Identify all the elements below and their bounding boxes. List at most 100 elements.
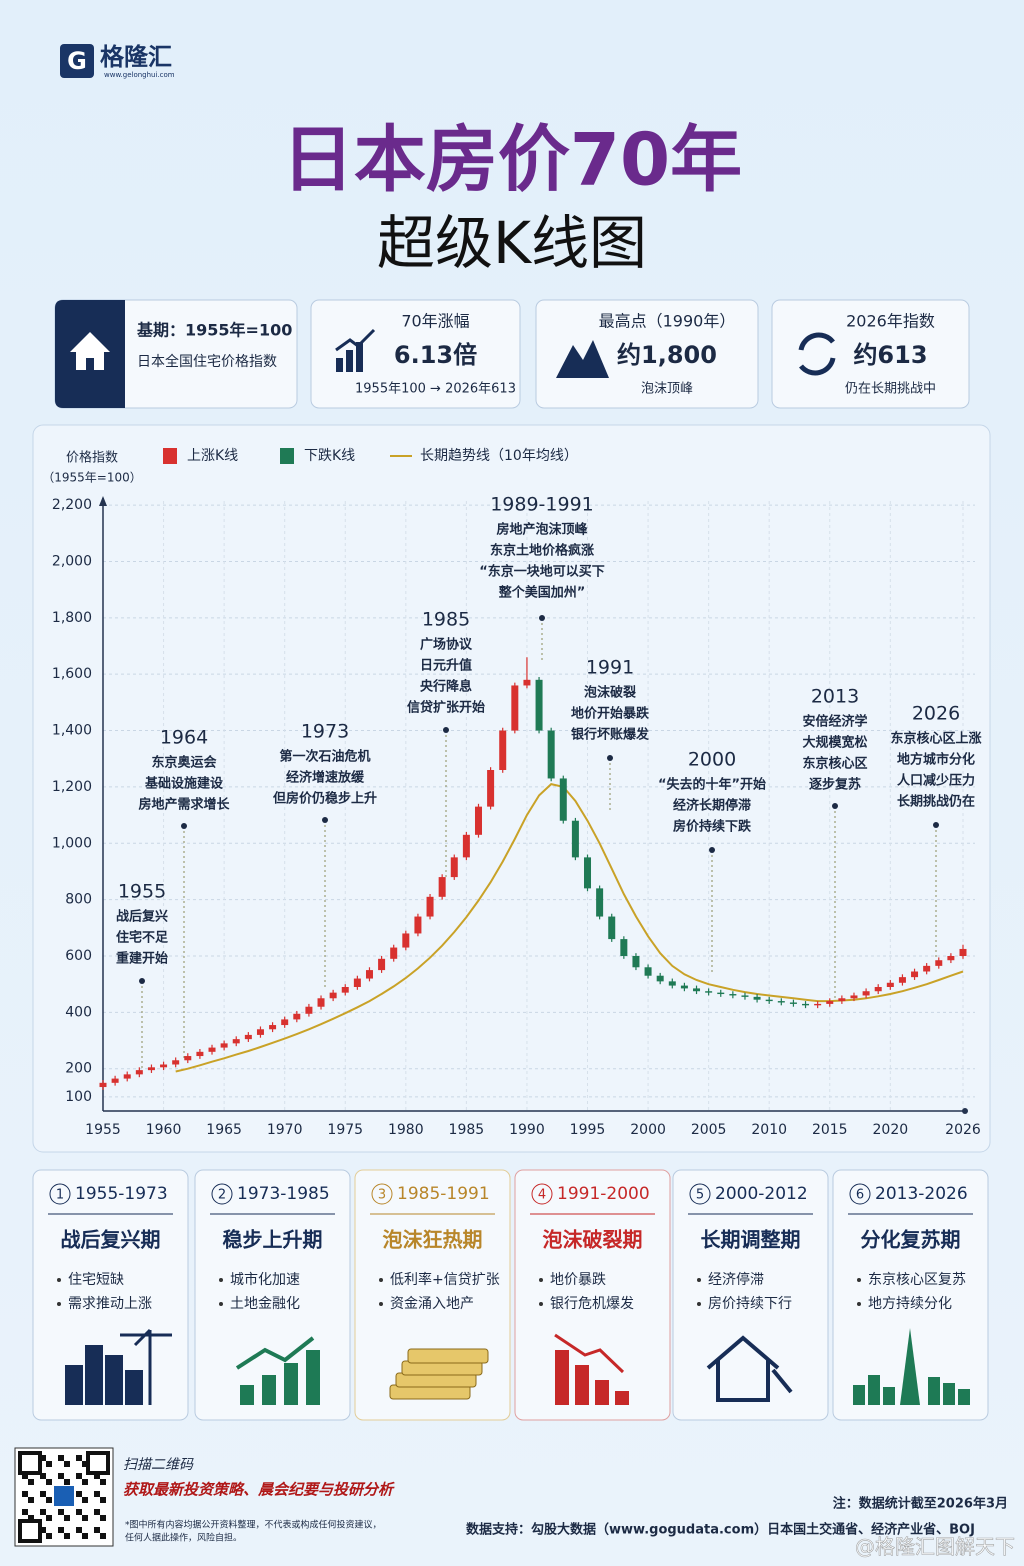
candle-body	[741, 995, 749, 997]
icon-bar	[575, 1365, 589, 1405]
annotation-title: 2013	[811, 686, 859, 708]
disclaimer: *图中所有内容均据公开资料整理，不代表或构成任何投资建议，	[125, 1519, 382, 1531]
qr-cell	[58, 1527, 64, 1533]
candle-body	[474, 806, 482, 835]
phase-years: 1973-1985	[237, 1184, 330, 1204]
candle-body	[898, 977, 906, 983]
qr-cell	[40, 1491, 46, 1497]
icon-arrow	[554, 1333, 625, 1374]
stat-value: 6.13倍	[394, 341, 477, 369]
stat-title: 70年涨幅	[401, 312, 469, 331]
candle-body	[305, 1006, 313, 1014]
annotation-text: 人口减少压力	[897, 773, 975, 789]
icon-bar	[555, 1350, 569, 1405]
qr-cell	[22, 1491, 28, 1497]
qr-cell	[76, 1527, 82, 1533]
qr-cell	[40, 1527, 46, 1533]
icon-building	[868, 1375, 880, 1405]
candle-body	[487, 770, 495, 807]
annotation-dot	[832, 803, 838, 809]
bullet-dot	[857, 1278, 861, 1282]
candle-body	[705, 991, 713, 993]
icon-arrow	[335, 328, 376, 352]
legend-label: 长期趋势线（10年均线）	[420, 448, 578, 464]
annotation-text: 但房价仍稳步上升	[272, 791, 377, 807]
annotation-text: 信贷扩张开始	[407, 700, 485, 716]
annotation-text: 整个美国加州”	[498, 585, 586, 601]
annotation-text: 战后复兴	[116, 909, 168, 925]
annotation-text: 东京土地价格疯涨	[490, 543, 594, 559]
candle-body	[789, 1002, 797, 1004]
qr-cell	[28, 1515, 34, 1521]
candle-body	[620, 939, 628, 956]
candle-body	[802, 1003, 810, 1006]
candle-body	[378, 958, 386, 971]
icon-building	[105, 1355, 123, 1405]
phase-num: 4	[538, 1188, 546, 1203]
house-icon	[70, 332, 110, 370]
qr-cell	[40, 1473, 46, 1479]
promo: 获取最新投资策略、晨会纪要与投研分析	[123, 1481, 395, 1499]
annotation-text: 安倍经济学	[802, 714, 867, 730]
annotation-text: 银行坏账爆发	[571, 727, 650, 743]
candle-body	[547, 730, 555, 779]
phase-num: 6	[856, 1188, 864, 1203]
x-tick-label: 2015	[812, 1122, 848, 1138]
candle-body	[123, 1074, 131, 1079]
x-tick-label: 2000	[630, 1122, 666, 1138]
qr-cell	[76, 1491, 82, 1497]
bullet-dot	[539, 1278, 543, 1282]
qr-finder	[18, 1451, 42, 1475]
icon-crane	[120, 1328, 172, 1405]
stat-note: 泡沫顶峰	[641, 382, 693, 397]
y-tick-label: 1,600	[52, 666, 92, 682]
phase-bullet: 地方持续分化	[868, 1295, 952, 1312]
scan-label: 扫描二维码	[123, 1457, 194, 1473]
candle-body	[838, 998, 846, 1002]
stat-card	[771, 299, 970, 409]
icon-bar	[346, 350, 353, 372]
y-tick-label: 2,000	[52, 553, 92, 569]
candle-body	[644, 967, 652, 976]
qr-cell	[64, 1461, 70, 1467]
y-tick-label: 200	[65, 1061, 92, 1077]
phase-num-circle	[689, 1183, 711, 1205]
bullet-dot	[57, 1278, 61, 1282]
x-tick-label: 2010	[751, 1122, 787, 1138]
phase-name: 战后复兴期	[61, 1228, 161, 1252]
annotation-text: 东京奥运会	[151, 755, 217, 771]
candle-body	[559, 778, 567, 821]
chart: 价格指数 （1955年=100） 上涨K线 下跌K线 长期趋势线（10年均线） 100 20…	[42, 448, 982, 1138]
icon-building	[883, 1387, 895, 1405]
icon-cash	[407, 1348, 489, 1364]
candle-body	[523, 679, 531, 686]
annotation-title: 2026	[912, 703, 960, 725]
qr-logo	[54, 1486, 74, 1506]
annotation-title: 1985	[422, 609, 470, 631]
qr-cell	[82, 1497, 88, 1503]
stat-card	[535, 299, 759, 409]
phase-years: 2013-2026	[875, 1184, 968, 1204]
candle-body	[911, 971, 919, 978]
phase-bullet: 城市化加速	[230, 1271, 300, 1288]
stat-note: 1955年100 → 2026年613	[355, 382, 516, 397]
qr-cell	[94, 1527, 100, 1533]
stat-value: 约613	[853, 341, 927, 369]
qr-cell	[22, 1473, 28, 1479]
candle-body	[184, 1056, 192, 1061]
qr-cell	[76, 1455, 82, 1461]
phase-bullet: 房价持续下行	[708, 1295, 792, 1312]
annotation-text: 泡沫破裂	[584, 685, 637, 701]
icon-building	[943, 1383, 955, 1405]
phase-years: 2000-2012	[715, 1184, 808, 1204]
candle-body	[293, 1013, 301, 1020]
annotation-text: 重建开始	[116, 951, 168, 967]
icon-bar	[262, 1375, 276, 1405]
annotation-title: 1991	[586, 657, 634, 679]
annotation-title: 1964	[160, 727, 208, 749]
x-tick-label: 2005	[691, 1122, 727, 1138]
candle-body	[269, 1025, 277, 1030]
phase-years: 1991-2000	[557, 1184, 650, 1204]
icon-building	[958, 1389, 970, 1405]
qr-cell	[58, 1509, 64, 1515]
